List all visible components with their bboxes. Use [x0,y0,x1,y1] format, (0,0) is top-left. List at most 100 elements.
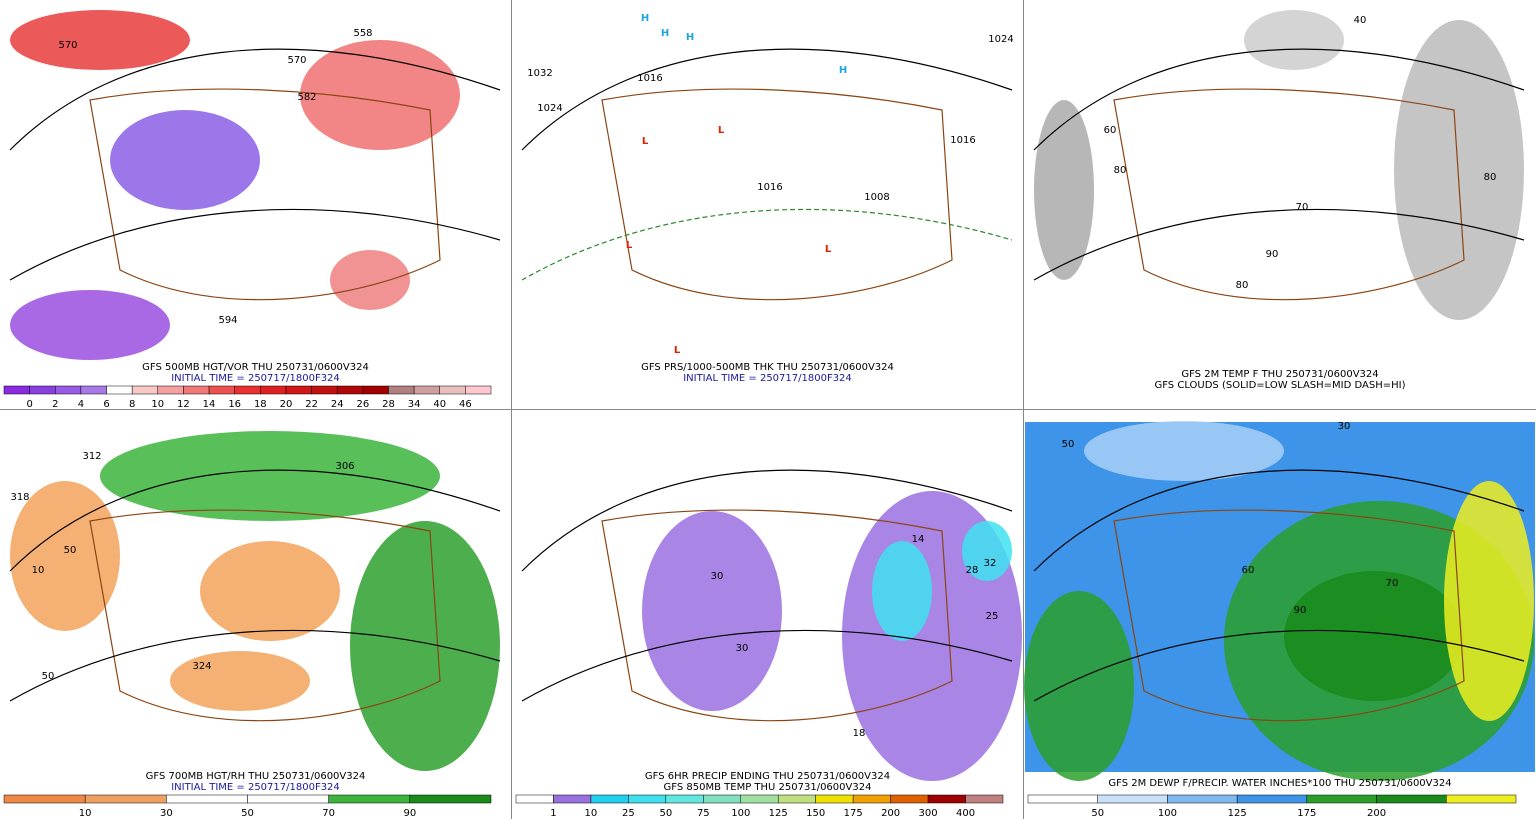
colorbar-label: 34 [408,399,421,410]
contour-label: 40 [1354,15,1367,26]
field-shading [10,481,120,631]
pressure-center: L [674,345,681,356]
colorbar-label: 10 [151,399,164,410]
caption: INITIAL TIME = 250717/1800F324 [683,373,852,384]
colorbar-label: 1 [550,808,556,819]
contour [521,208,1013,281]
colorbar-segment [777,794,816,804]
contour-label: 1016 [757,182,782,193]
contour [1033,48,1525,151]
colorbar-segment [553,794,592,804]
contour-label: 70 [1386,578,1399,589]
field-shading [1084,421,1284,481]
caption: GFS 2M TEMP F THU 250731/0600V324 [1181,369,1378,380]
pressure-center: H [839,65,847,76]
contour-label: 50 [1062,439,1075,450]
field-shading [872,541,932,641]
colorbar-label: 90 [403,808,416,819]
contour-label: 30 [736,643,749,654]
colorbar-label: 10 [585,808,598,819]
colorbar-segment [84,794,167,804]
colorbar-label: 125 [1228,808,1247,819]
field-shading [1244,10,1344,70]
contour [9,208,501,281]
colorbar-segment [3,385,30,395]
contour [9,469,501,572]
colorbar-label: 12 [177,399,190,410]
contour-label: 80 [1114,165,1127,176]
colorbar-label: 200 [1367,808,1386,819]
colorbar-segment [740,794,779,804]
contour-label: 50 [42,671,55,682]
contour-label: 1016 [950,135,975,146]
contour-label: 318 [10,492,29,503]
colorbar-label: 300 [919,808,938,819]
contour-label: 70 [1296,202,1309,213]
colorbar-label: 24 [331,399,344,410]
colorbar-label: 30 [160,808,173,819]
contour-label: 312 [82,451,101,462]
country-borders [601,509,953,722]
colorbar-segment [439,385,466,395]
colorbar-label: 125 [769,808,788,819]
colorbar-segment [628,794,667,804]
colorbar-segment [815,794,854,804]
colorbar-segment [55,385,82,395]
contour-label: 30 [1338,421,1351,432]
field-shading [962,521,1012,581]
colorbar-segment [965,794,1004,804]
pressure-center: L [825,244,832,255]
colorbar-segment [106,385,133,395]
colorbar-label: 2 [52,399,58,410]
field-shading [10,290,170,360]
colorbar-segment [362,385,389,395]
contour-label: 1024 [537,103,562,114]
contour-label: 1016 [637,73,662,84]
colorbar-label: 70 [322,808,335,819]
colorbar-segment [336,385,364,395]
contour-label: 25 [986,611,999,622]
caption: GFS PRS/1000-500MB THK THU 250731/0600V3… [641,362,894,373]
contour [1033,469,1525,572]
colorbar-segment [852,794,891,804]
colorbar-label: 100 [1158,808,1177,819]
contour-label: 50 [64,545,77,556]
colorbar-segment [311,385,338,395]
colorbar-segment [1376,794,1447,804]
contour-label: 10 [32,565,45,576]
contour [9,629,501,702]
colorbar-segment [515,794,554,804]
contour [1033,208,1525,281]
colorbar-label: 175 [844,808,863,819]
field-shading [330,250,410,310]
colorbar-segment [1446,794,1517,804]
colorbar-segment [388,385,415,395]
colorbar-segment [285,385,312,395]
contour [521,469,1013,572]
field-shading [642,511,782,711]
caption: GFS 850MB TEMP THU 250731/0600V324 [664,782,872,793]
colorbar-label: 46 [459,399,472,410]
contour-label: 60 [1104,125,1117,136]
colorbar-segment [131,385,159,395]
contour-label: 14 [912,534,925,545]
colorbar-label: 26 [356,399,369,410]
country-borders [89,88,441,301]
colorbar-segment [328,794,411,804]
field-shading [1024,591,1134,781]
field-shading [1284,571,1464,701]
colorbar-segment [247,794,329,804]
colorbar-label: 50 [241,808,254,819]
colorbar-label: 18 [254,399,267,410]
contour-label: 324 [192,661,211,672]
caption: GFS 6HR PRECIP ENDING THU 250731/0600V32… [645,771,890,782]
contour-label: 28 [966,565,979,576]
colorbar-label: 75 [697,808,710,819]
field-shading [1394,20,1524,320]
field-shading [1444,481,1534,721]
pressure-center: H [641,13,649,24]
colorbar-segment [703,794,742,804]
colorbar-label: 400 [956,808,975,819]
contour-label: 30 [711,571,724,582]
pressure-center: H [686,32,694,43]
